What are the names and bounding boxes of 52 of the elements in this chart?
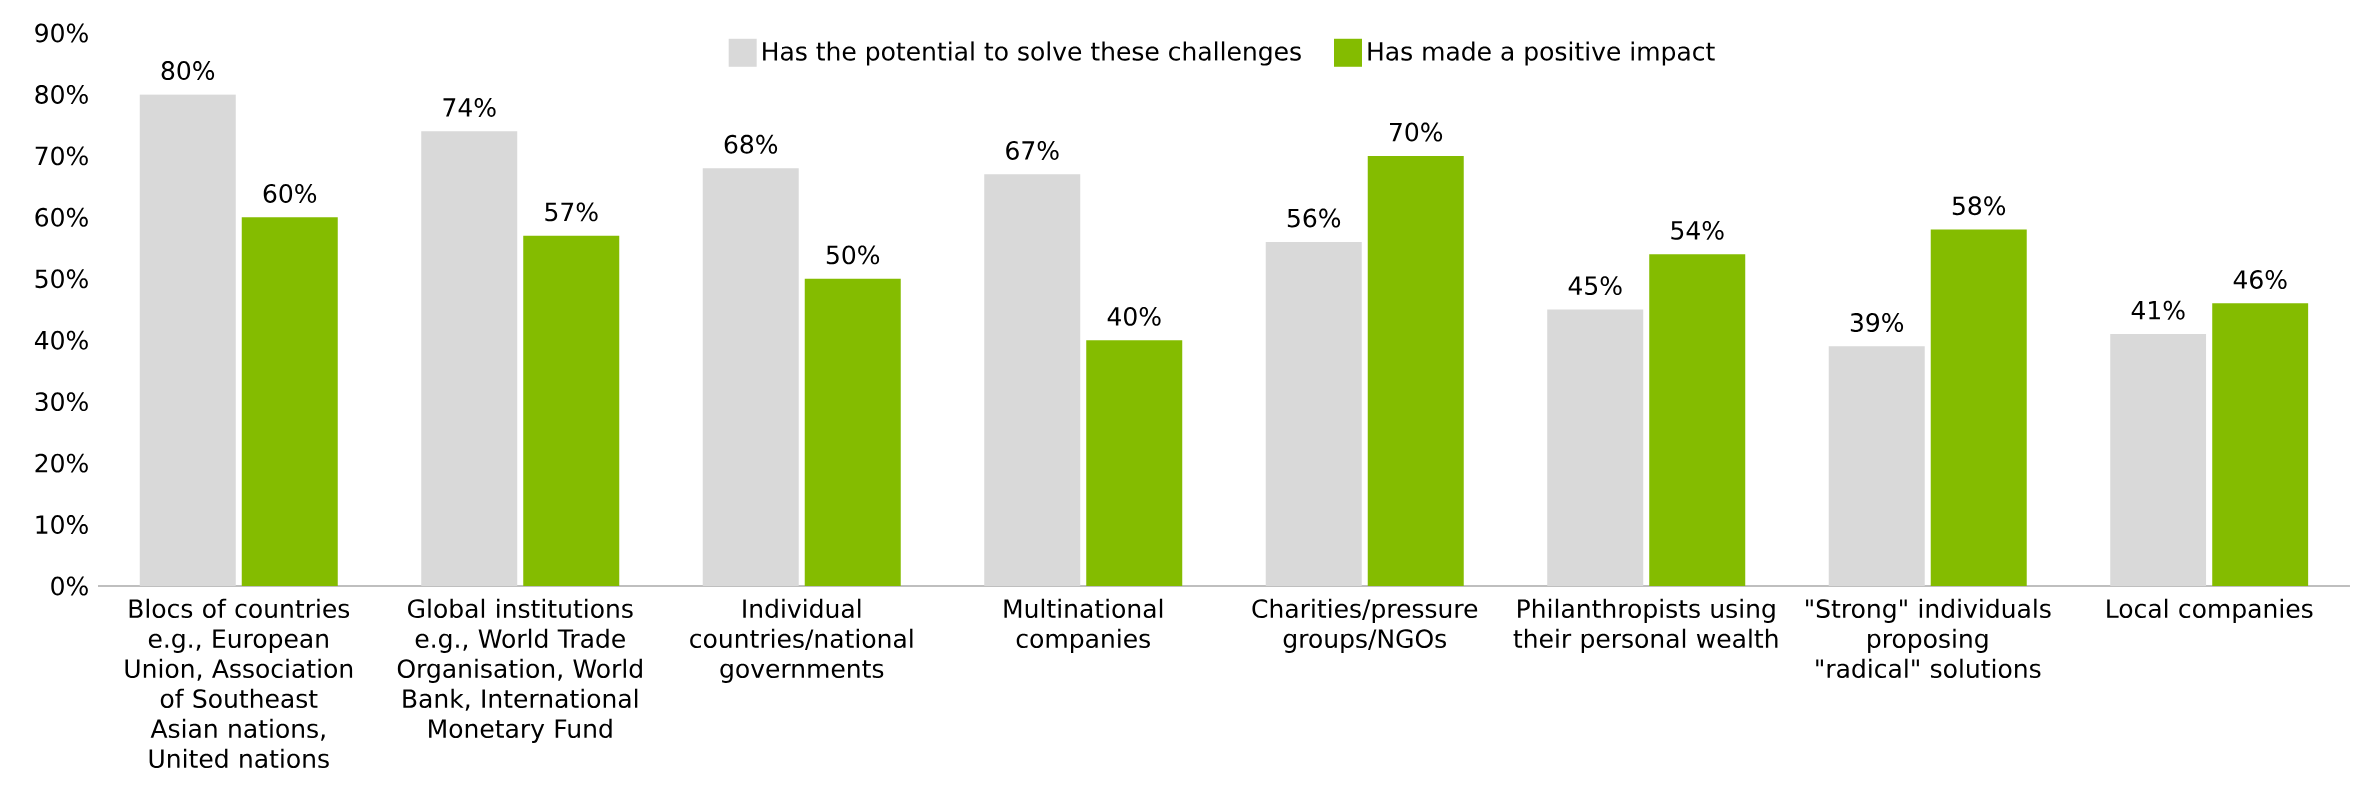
y-tick-label: 60% [35, 207, 88, 227]
data-label: 60% [263, 184, 317, 203]
x-tick-label: Blocs of countries e.g., European Union, Association of Southeast Asian nations, United nations [125, 598, 353, 769]
x-tick-label: Individual countries/national governments [690, 598, 913, 683]
bar [1086, 340, 1183, 586]
data-label: 57% [545, 202, 598, 222]
y-tick-label: 30% [35, 392, 88, 412]
data-label: 45% [1568, 276, 1622, 296]
bar [1265, 241, 1362, 586]
data-label: 80% [161, 61, 215, 81]
y-tick-label: 10% [36, 515, 88, 535]
x-tick-label: Global institutions e.g., World Trade Organisation, World Bank, International Monetary Fund [397, 598, 642, 743]
y-tick-label: 70% [35, 146, 88, 166]
bar [984, 174, 1081, 586]
y-tick-label: 50% [35, 269, 88, 289]
data-label: 74% [443, 97, 496, 117]
data-label: 50% [826, 245, 880, 265]
data-label: 68% [724, 134, 778, 154]
bar [1649, 254, 1746, 586]
y-tick-label: 20% [35, 453, 88, 473]
x-tick-label: Multinational companies [1004, 598, 1163, 653]
bar [139, 94, 236, 586]
bar [241, 217, 338, 586]
y-tick-label: 80% [35, 84, 88, 104]
y-tick-label: 40% [34, 330, 88, 350]
x-tick-label: Local companies [2107, 598, 2313, 623]
bar [2212, 303, 2309, 586]
data-label: 54% [1671, 220, 1724, 240]
x-tick-label: "Strong" individuals proposing "radical" solutions [1806, 598, 2051, 679]
bar [523, 235, 620, 586]
y-tick-label: 90% [35, 23, 88, 43]
data-label: 40% [1107, 306, 1161, 326]
bar [1828, 346, 1925, 586]
legend-label: Has the potential to solve these challenges [763, 41, 1301, 66]
data-label: 58% [1952, 196, 2006, 216]
y-tick-label: 0% [51, 576, 88, 596]
data-label: 39% [1850, 313, 1904, 332]
legend-label: Has made a positive impact [1368, 41, 1715, 66]
data-label: 41% [2131, 300, 2185, 320]
bar [1930, 229, 2027, 586]
bar [1547, 309, 1644, 586]
x-tick-label: Philanthropists using their personal wealth [1513, 598, 1778, 653]
x-tick-label: Charities/pressure groups/NGOs [1252, 598, 1478, 653]
data-label: 70% [1390, 122, 1443, 142]
data-label: 67% [1006, 141, 1059, 160]
bar [702, 168, 799, 586]
data-label: 56% [1287, 208, 1341, 228]
data-label: 46% [2233, 270, 2287, 289]
bar [421, 131, 518, 586]
bar [1367, 155, 1464, 586]
bar [2110, 334, 2207, 586]
bar [804, 278, 901, 586]
